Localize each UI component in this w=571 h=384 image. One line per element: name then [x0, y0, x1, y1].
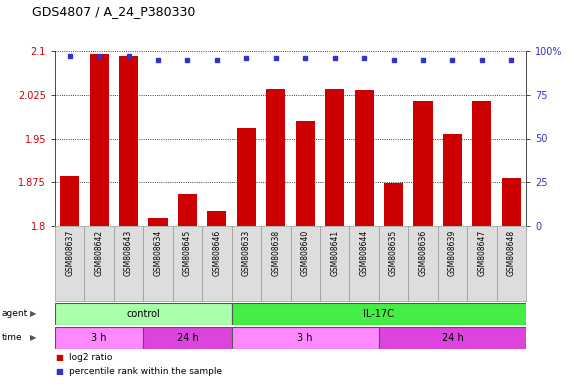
Bar [438, 226, 467, 301]
Text: GSM808635: GSM808635 [389, 230, 398, 276]
Text: GSM808636: GSM808636 [419, 230, 428, 276]
Text: percentile rank within the sample: percentile rank within the sample [69, 367, 222, 376]
Bar [232, 303, 526, 325]
Bar [467, 226, 497, 301]
Bar [472, 101, 492, 226]
Bar [90, 54, 108, 226]
Bar [408, 226, 438, 301]
Text: time: time [2, 333, 22, 343]
Text: IL-17C: IL-17C [363, 309, 394, 319]
Bar [232, 226, 261, 301]
Bar [379, 226, 408, 301]
Bar [384, 184, 403, 226]
Text: ▶: ▶ [30, 310, 37, 318]
Text: GSM808641: GSM808641 [330, 230, 339, 276]
Bar [202, 226, 232, 301]
Text: 3 h: 3 h [297, 333, 313, 343]
Text: GSM808633: GSM808633 [242, 230, 251, 276]
Bar [143, 327, 232, 349]
Bar [379, 327, 526, 349]
Bar [349, 226, 379, 301]
Text: GDS4807 / A_24_P380330: GDS4807 / A_24_P380330 [32, 5, 195, 18]
Text: GSM808646: GSM808646 [212, 230, 222, 276]
Bar [266, 89, 286, 226]
Text: ■: ■ [55, 367, 63, 376]
Text: 24 h: 24 h [176, 333, 198, 343]
Bar [119, 56, 138, 226]
Text: GSM808639: GSM808639 [448, 230, 457, 276]
Bar [232, 327, 379, 349]
Text: GSM808637: GSM808637 [65, 230, 74, 276]
Text: GSM808645: GSM808645 [183, 230, 192, 276]
Bar [296, 121, 315, 226]
Bar [178, 194, 197, 226]
Text: GSM808634: GSM808634 [154, 230, 163, 276]
Text: GSM808648: GSM808648 [507, 230, 516, 276]
Bar [173, 226, 202, 301]
Bar [143, 226, 173, 301]
Bar [55, 226, 85, 301]
Bar [85, 226, 114, 301]
Text: agent: agent [2, 310, 28, 318]
Text: log2 ratio: log2 ratio [69, 353, 112, 362]
Bar [237, 128, 256, 226]
Text: GSM808643: GSM808643 [124, 230, 133, 276]
Text: ▶: ▶ [30, 333, 37, 343]
Text: 24 h: 24 h [441, 333, 463, 343]
Bar [355, 90, 373, 226]
Bar [291, 226, 320, 301]
Text: GSM808644: GSM808644 [360, 230, 369, 276]
Text: GSM808640: GSM808640 [301, 230, 309, 276]
Bar [325, 89, 344, 226]
Text: control: control [126, 309, 160, 319]
Bar [114, 226, 143, 301]
Bar [413, 101, 433, 226]
Bar [55, 327, 143, 349]
Text: GSM808638: GSM808638 [271, 230, 280, 276]
Bar [320, 226, 349, 301]
Text: GSM808642: GSM808642 [95, 230, 104, 276]
Text: ■: ■ [55, 353, 63, 362]
Bar [55, 303, 232, 325]
Text: 3 h: 3 h [91, 333, 107, 343]
Text: GSM808647: GSM808647 [477, 230, 486, 276]
Bar [261, 226, 291, 301]
Bar [207, 212, 227, 226]
Bar [60, 176, 79, 226]
Bar [443, 134, 462, 226]
Bar [497, 226, 526, 301]
Bar [148, 218, 168, 226]
Bar [502, 178, 521, 226]
